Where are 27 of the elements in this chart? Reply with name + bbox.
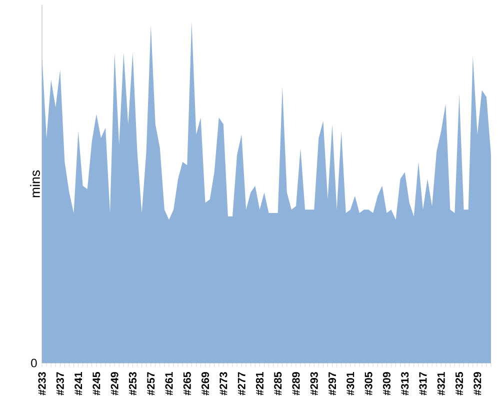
text: 0	[31, 358, 37, 368]
x-tick-label: #237	[56, 372, 64, 396]
x-tick-label: #245	[92, 372, 100, 396]
x-tick-label: #249	[110, 372, 118, 396]
x-tick-label: #265	[183, 372, 191, 396]
x-tick-label: #253	[128, 372, 136, 396]
x-tick-label: #301	[346, 372, 354, 396]
x-tick-label: #273	[220, 372, 228, 396]
x-tick-label: #257	[147, 372, 155, 396]
x-tick-label: #233	[38, 372, 46, 396]
x-tick-label: #317	[419, 372, 427, 396]
x-tick-label: #281	[256, 372, 264, 396]
x-tick-label: #277	[238, 372, 246, 396]
x-tick-label: #321	[437, 372, 445, 396]
x-tick-label: #293	[310, 372, 318, 396]
x-tick-label: #289	[292, 372, 300, 396]
x-tick-label: #261	[165, 372, 173, 396]
x-tick-label: #297	[328, 372, 336, 396]
x-tick-label: #269	[202, 372, 210, 396]
x-tick-label: #309	[382, 372, 390, 396]
y-axis-title: mins	[30, 170, 40, 198]
x-tick-label: #313	[401, 372, 409, 396]
x-tick-label: #285	[274, 372, 282, 396]
x-tick-label: #305	[364, 372, 372, 396]
x-tick-label: #241	[74, 372, 82, 396]
x-tick-label: #325	[455, 372, 464, 396]
x-tick-label: #329	[474, 372, 482, 396]
